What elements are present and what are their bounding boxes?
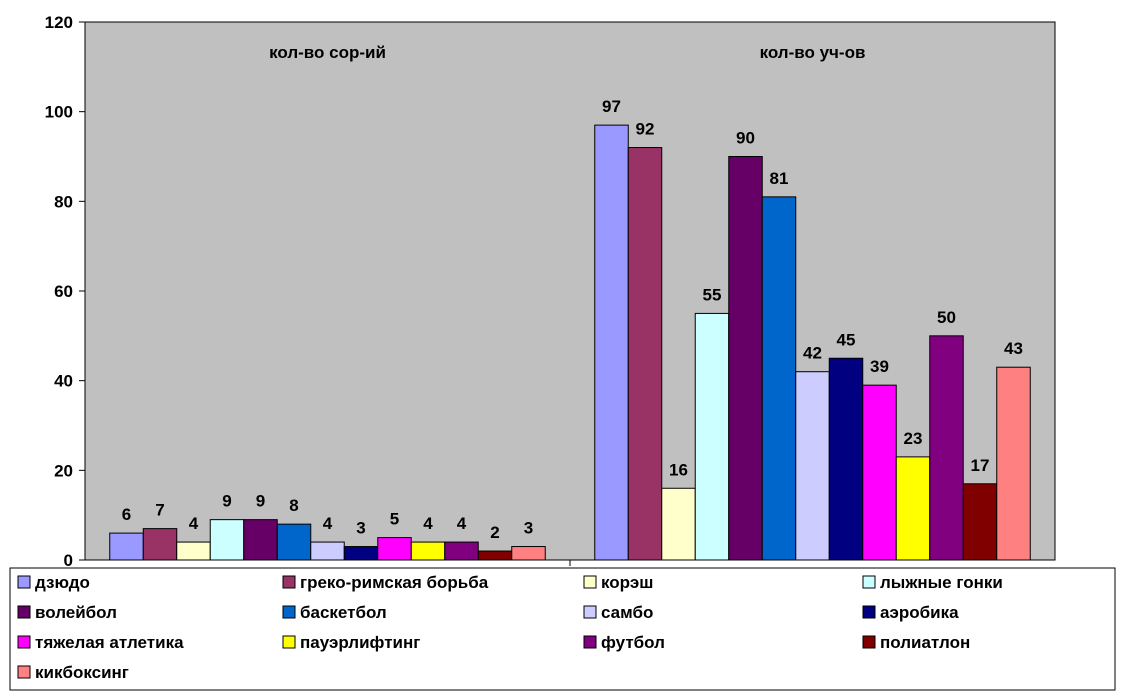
data-label: 55	[703, 285, 722, 304]
data-label: 39	[870, 357, 889, 376]
y-tick-label: 80	[54, 192, 73, 211]
data-label: 9	[256, 492, 265, 511]
bar	[828, 357, 864, 561]
y-tick-label: 120	[45, 13, 73, 32]
data-label: 9	[222, 492, 231, 511]
bar	[694, 312, 730, 561]
legend-label: лыжные гонки	[880, 573, 1003, 592]
data-label: 42	[803, 344, 822, 363]
legend-swatch	[862, 575, 876, 589]
legend-label: дзюдо	[35, 573, 90, 592]
y-axis: 0 20 40 60 80 100 120	[45, 13, 85, 570]
data-label: 4	[457, 514, 467, 533]
legend-label: корэш	[601, 573, 653, 592]
legend-swatch	[583, 605, 597, 619]
y-tick-label: 60	[54, 282, 73, 301]
legend-swatch	[583, 575, 597, 589]
data-label: 43	[1004, 339, 1023, 358]
legend-label: греко-римская борьба	[300, 573, 489, 592]
category-labels: кол-во сор-ий кол-во уч-ов	[269, 43, 865, 566]
bar	[895, 456, 931, 561]
bar	[862, 384, 897, 561]
data-label: 90	[736, 129, 755, 148]
bar	[996, 366, 1031, 561]
bar	[209, 519, 245, 561]
data-label: 8	[289, 496, 298, 515]
bar	[410, 541, 446, 561]
bar	[627, 147, 663, 561]
y-tick-label: 100	[45, 103, 73, 122]
legend-swatch	[17, 605, 31, 619]
legend-swatch	[17, 665, 31, 679]
bar	[176, 541, 211, 561]
legend-entries: дзюдо греко-римская борьба корэш лыжные гон…	[17, 573, 1003, 682]
legend-label: самбо	[601, 603, 653, 622]
legend	[9, 567, 1116, 691]
legend-swatch	[862, 635, 876, 649]
bar	[343, 546, 379, 561]
bar	[444, 541, 479, 561]
data-label: 17	[971, 456, 990, 475]
bar	[929, 335, 964, 561]
y-tick-label: 20	[54, 461, 73, 480]
legend-label: пауэрлифтинг	[300, 633, 420, 652]
bars	[109, 124, 1031, 561]
bar	[728, 156, 763, 561]
legend-swatch	[862, 605, 876, 619]
legend-label: баскетбол	[300, 603, 387, 622]
data-label: 50	[937, 308, 956, 327]
bar	[243, 519, 278, 561]
legend-swatch	[282, 575, 296, 589]
data-label: 4	[423, 514, 433, 533]
bar	[377, 537, 412, 561]
bar	[962, 483, 998, 561]
bar	[511, 546, 546, 561]
legend-label: полиатлон	[880, 633, 970, 652]
legend-swatch	[282, 605, 296, 619]
data-label: 7	[155, 501, 164, 520]
category-label: кол-во уч-ов	[760, 43, 866, 62]
legend-swatch	[583, 635, 597, 649]
bar	[761, 196, 797, 561]
data-label: 23	[904, 429, 923, 448]
bar	[142, 528, 178, 561]
bar	[594, 124, 629, 561]
data-label: 3	[524, 519, 533, 538]
bar	[276, 523, 312, 561]
bar	[310, 541, 345, 561]
data-label: 3	[356, 519, 365, 538]
data-label: 16	[669, 460, 688, 479]
data-label: 6	[122, 505, 131, 524]
data-label: 92	[636, 120, 655, 139]
bar	[477, 550, 513, 561]
legend-label: футбол	[601, 633, 665, 652]
data-label: 2	[490, 523, 499, 542]
legend-swatch	[17, 635, 31, 649]
y-tick-label: 0	[64, 551, 73, 570]
bar	[109, 532, 144, 561]
legend-label: аэробика	[880, 603, 959, 622]
legend-label: волейбол	[35, 603, 117, 622]
data-label: 45	[837, 330, 856, 349]
category-label: кол-во сор-ий	[269, 43, 386, 62]
data-label: 81	[770, 169, 789, 188]
legend-label: кикбоксинг	[35, 663, 129, 682]
legend-swatch	[17, 575, 31, 589]
data-label: 97	[602, 97, 621, 116]
legend-swatch	[282, 635, 296, 649]
bar	[661, 487, 696, 561]
bar	[795, 371, 830, 561]
data-label: 4	[189, 514, 199, 533]
data-label: 4	[323, 514, 333, 533]
y-tick-label: 40	[54, 372, 73, 391]
legend-label: тяжелая атлетика	[35, 633, 184, 652]
data-label: 5	[390, 510, 399, 529]
